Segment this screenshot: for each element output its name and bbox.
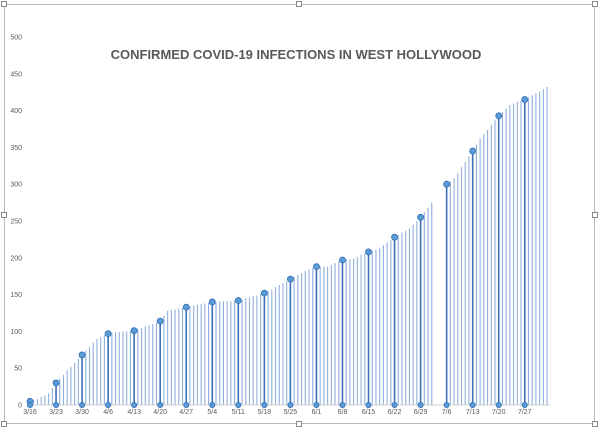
- resize-handle-left[interactable]: [1, 212, 7, 218]
- x-tick-label: 7/6: [442, 409, 452, 416]
- value-marker: [469, 147, 477, 155]
- x-tick-label: 6/8: [338, 409, 348, 416]
- value-marker: [182, 303, 190, 311]
- resize-handle-right[interactable]: [592, 212, 598, 218]
- value-marker: [521, 96, 529, 103]
- base-marker: [417, 401, 424, 408]
- x-tick-label: 6/15: [362, 409, 376, 416]
- value-marker: [52, 379, 60, 387]
- x-tick-label: 5/11: [232, 409, 245, 416]
- y-tick-label: 500: [10, 35, 22, 42]
- resize-handle-top-right[interactable]: [592, 1, 598, 7]
- x-tick-label: 4/27: [179, 409, 193, 416]
- x-tick-label: 5/18: [258, 409, 272, 416]
- base-marker: [131, 401, 138, 408]
- value-marker: [208, 298, 216, 306]
- x-tick-label: 3/30: [75, 409, 89, 416]
- value-marker: [156, 317, 164, 325]
- y-tick-label: 450: [10, 71, 22, 78]
- y-tick-label: 50: [14, 366, 22, 373]
- value-marker: [234, 297, 242, 304]
- value-marker: [365, 248, 372, 256]
- base-marker: [209, 401, 216, 408]
- x-axis: 3/16 3/23 3/30 4/6 4/13 4/20 4/27 5/4 5/11 5/18 5/…: [23, 409, 531, 416]
- x-tick-label: 5/25: [284, 409, 298, 416]
- value-marker: [495, 112, 503, 120]
- x-tick-label: 6/22: [388, 409, 402, 416]
- y-tick-label: 350: [10, 145, 22, 152]
- value-marker: [443, 180, 451, 188]
- x-tick-label: 6/1: [312, 409, 322, 416]
- base-marker: [443, 401, 450, 408]
- base-marker: [365, 401, 372, 408]
- bars: [29, 87, 548, 405]
- base-marker: [261, 401, 268, 408]
- value-marker: [78, 351, 86, 359]
- x-tick-label: 4/6: [103, 409, 113, 416]
- x-tick-label: 4/20: [153, 409, 167, 416]
- y-tick-label: 200: [10, 255, 22, 262]
- base-marker: [183, 401, 190, 408]
- x-tick-label: 6/29: [414, 409, 428, 416]
- y-tick-label: 150: [10, 292, 22, 299]
- x-tick-label: 7/20: [492, 409, 506, 416]
- x-tick-label: 3/23: [49, 409, 63, 416]
- value-marker: [417, 213, 425, 221]
- base-marker: [339, 401, 346, 408]
- resize-handle-top-left[interactable]: [1, 1, 7, 7]
- x-tick-label: 3/16: [23, 409, 37, 416]
- chart-title: CONFIRMED COVID-19 INFECTIONS IN WEST HO…: [111, 47, 482, 62]
- y-tick-label: 100: [10, 329, 22, 336]
- y-tick-label: 400: [10, 108, 22, 115]
- resize-handle-top[interactable]: [296, 1, 302, 7]
- y-axis: 0 50 100 150 200 250 300 350 400 450 500: [10, 35, 22, 410]
- resize-handle-bottom[interactable]: [296, 421, 302, 427]
- value-marker: [391, 233, 398, 241]
- markers: [26, 96, 529, 408]
- value-marker: [130, 327, 138, 335]
- base-marker: [287, 401, 294, 408]
- base-marker: [53, 401, 60, 408]
- base-marker: [495, 401, 502, 408]
- value-marker: [104, 330, 112, 338]
- base-marker: [26, 401, 33, 408]
- base-marker: [313, 401, 320, 408]
- base-marker: [105, 401, 112, 408]
- base-marker: [157, 401, 164, 408]
- x-tick-label: 7/27: [518, 409, 532, 416]
- y-tick-label: 250: [10, 219, 22, 226]
- value-marker: [286, 275, 294, 283]
- value-marker: [260, 289, 268, 297]
- value-marker: [313, 263, 320, 271]
- base-marker: [391, 401, 398, 408]
- x-tick-label: 4/13: [127, 409, 141, 416]
- x-tick-label: 7/13: [466, 409, 480, 416]
- y-tick-label: 300: [10, 182, 22, 189]
- base-marker: [79, 401, 86, 408]
- value-marker: [339, 256, 346, 264]
- resize-handle-bottom-left[interactable]: [1, 421, 7, 427]
- y-tick-label: 0: [18, 403, 22, 410]
- base-marker: [521, 401, 528, 408]
- base-marker: [235, 401, 242, 408]
- resize-handle-bottom-right[interactable]: [592, 421, 598, 427]
- x-tick-label: 5/4: [207, 409, 217, 416]
- base-marker: [469, 401, 476, 408]
